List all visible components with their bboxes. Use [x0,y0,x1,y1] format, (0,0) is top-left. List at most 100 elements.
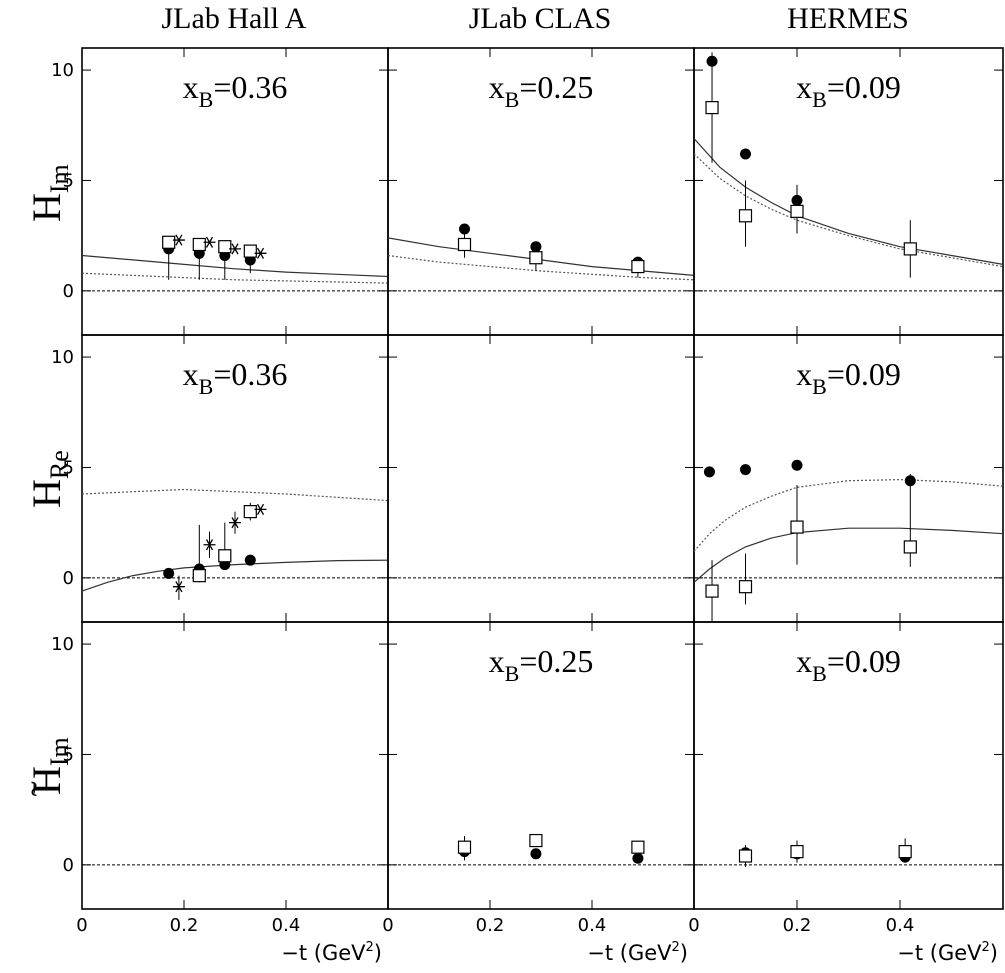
data-point-star [254,247,267,259]
x-tick-label: 0.4 [272,915,301,936]
y-tick-label: 10 [51,634,74,655]
x-axis-label-col-3: −t (GeV2) [897,940,998,965]
model-curve-dotted [387,254,695,281]
data-point-star [229,517,241,529]
data-point-circle [244,554,256,566]
data-point-square [738,580,753,594]
data-point-circle [632,852,644,864]
data-point-circle [530,848,542,860]
x-tick-label: 0 [382,915,393,936]
panel-label: xB=0.09 [796,643,901,686]
x-tick-label: 0.2 [170,915,199,936]
panel-frame [387,334,695,623]
data-point-star [229,243,241,255]
y-tick-label: 10 [51,347,74,368]
panel-1-2: xB=0.09 [693,334,1004,623]
data-point-square [790,204,804,218]
y-tick-label: 5 [63,744,74,765]
panel-1-0: 0 5 10 xB=0.36 [51,334,389,623]
y-tick-label: 0 [63,281,74,302]
x-tick-label: 0 [688,915,699,936]
row-label-htilde-im: HIm [24,737,74,795]
model-curve-dotted [81,488,389,502]
panel-frame [693,621,1004,910]
column-titles: JLab Hall A JLab CLAS HERMES [162,2,909,35]
column-title-hermes: HERMES [787,2,909,35]
data-point-square [631,259,645,274]
panel-2-1: 0 0.2 0.4 xB=0.25 [382,621,695,936]
data-point-square [898,844,912,859]
model-curve-solid [693,527,1004,583]
data-point-square [903,540,917,554]
data-point-square [529,251,543,265]
data-point-circle [703,466,715,478]
data-point-circle [791,459,803,471]
data-point-square [738,849,753,863]
x-axis-label-col-2: −t (GeV2) [587,940,688,965]
model-curve-dotted [693,153,1004,268]
row-labels: HIm HRe HIm ~ [18,164,74,797]
panels: 0 5 10 xB=0.36 xB=0.25 xB=0.09 0 5 10 xB=0.36 xB=0… [51,47,1004,936]
data-point-star [254,503,267,515]
panel-frame [81,621,389,910]
data-point-square [457,237,472,252]
panel-label: xB=0.36 [183,69,288,112]
data-point-square [903,242,917,256]
data-point-square [192,237,206,252]
panel-0-1: xB=0.25 [387,47,695,336]
data-point-square [243,505,257,519]
x-tick-label: 0.2 [783,915,812,936]
data-point-star [172,234,185,246]
row-label-h-im: HIm [24,164,74,222]
x-tick-label: 0 [76,915,87,936]
data-point-square [790,520,804,534]
data-point-square [529,833,543,848]
x-tick-label: 0.2 [476,915,505,936]
panel-1-1 [387,334,695,623]
x-axis-label-col-1: −t (GeV2) [281,940,382,965]
data-point-square [162,235,176,249]
panel-2-2: 0 0.2 0.4 xB=0.09 [688,621,1004,936]
y-tick-label: 5 [63,170,74,191]
data-point-star [172,581,185,593]
model-curve-dotted [81,272,389,284]
data-point-square [192,569,206,583]
data-point-circle [740,464,751,476]
y-tick-label: 0 [63,568,74,589]
y-tick-label: 0 [63,855,74,876]
model-curve-dotted [693,478,1004,552]
x-tick-label: 0.4 [578,915,607,936]
y-tick-label: 10 [51,60,74,81]
x-tick-label: 0.4 [886,915,915,936]
data-point-square [790,844,804,859]
panel-label: xB=0.09 [796,69,901,112]
model-curve-solid [693,138,1004,265]
panel-0-2: xB=0.09 [693,47,1004,336]
data-point-star [203,236,216,248]
data-point-square [218,240,232,254]
panel-label: xB=0.25 [489,643,594,686]
data-point-square [243,244,257,258]
row-label-h-re: HRe [24,450,74,508]
data-point-square [705,101,719,115]
data-point-circle [163,567,175,579]
data-point-square [705,584,719,598]
model-curve-solid [81,559,389,592]
data-point-star [203,539,216,551]
panel-2-0: 0 5 10 0 0.2 0.4 [51,621,389,936]
panel-label: xB=0.25 [489,69,594,112]
x-axis-labels: −t (GeV2) −t (GeV2) −t (GeV2) [281,940,998,965]
data-point-circle [459,223,470,235]
column-title-clas: JLab CLAS [469,2,612,35]
column-title-hall-a: JLab Hall A [162,2,307,35]
panel-0-0: 0 5 10 xB=0.36 [51,47,389,336]
data-point-square [218,549,232,563]
y-tick-label: 5 [63,457,74,478]
tilde-mark: ~ [18,781,51,797]
data-point-square [738,209,753,223]
data-point-circle [740,148,751,160]
panel-label: xB=0.36 [183,356,288,399]
data-point-square [457,840,472,854]
model-curve-solid [81,254,389,278]
